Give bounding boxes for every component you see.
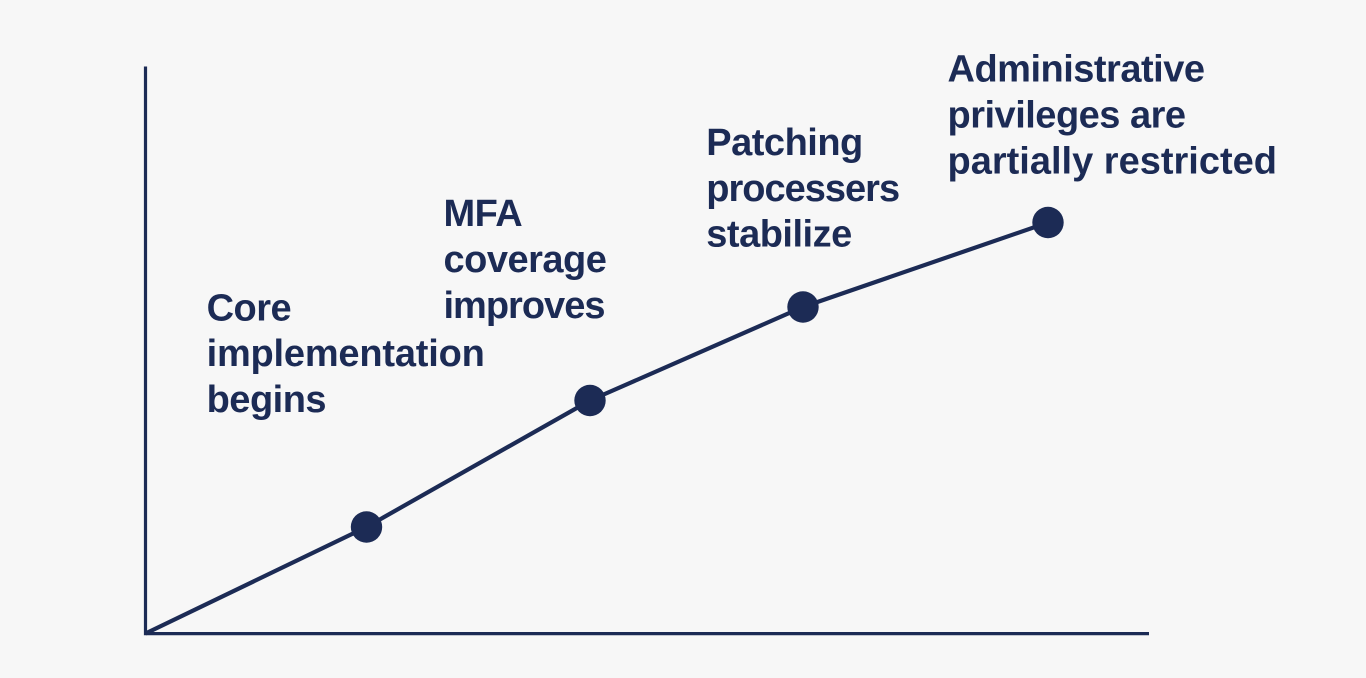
svg-text:partially restricted: partially restricted [948, 140, 1277, 182]
svg-text:privileges are: privileges are [948, 95, 1186, 137]
svg-text:MFA: MFA [444, 193, 523, 235]
svg-text:Core: Core [207, 288, 292, 330]
svg-text:processers: processers [706, 168, 899, 210]
svg-text:begins: begins [207, 379, 326, 421]
svg-text:improves: improves [444, 285, 605, 327]
svg-text:stabilize: stabilize [706, 214, 851, 256]
svg-text:coverage: coverage [444, 239, 607, 281]
svg-text:implementation: implementation [207, 333, 485, 375]
svg-text:Patching: Patching [706, 122, 862, 164]
svg-text:Administrative: Administrative [948, 49, 1205, 91]
